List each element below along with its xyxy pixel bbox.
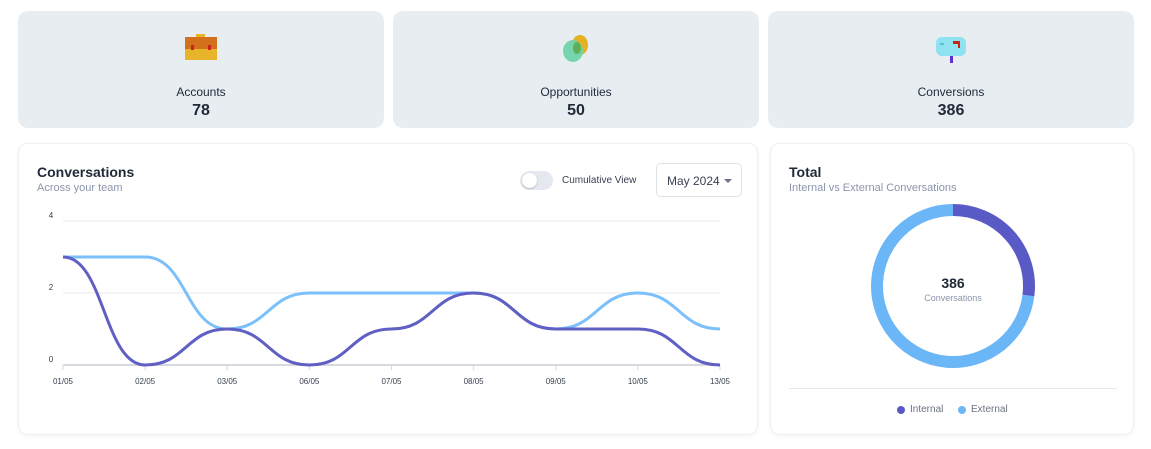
y-tick-label: 2: [49, 283, 54, 292]
stat-card-accounts: Accounts 78: [18, 11, 384, 128]
x-tick-label: 09/05: [546, 377, 567, 386]
chat-bubbles-icon: [563, 35, 588, 62]
divider: [789, 388, 1117, 389]
card-title: Conversations: [37, 164, 135, 180]
x-tick-label: 02/05: [135, 377, 156, 386]
legend-label: Internal: [910, 404, 944, 415]
stat-card-conversions: Conversions 386: [768, 11, 1134, 128]
stat-card-opportunities: Opportunities 50: [393, 11, 759, 128]
stat-label: Accounts: [176, 85, 226, 99]
donut-label: Conversations: [924, 293, 982, 303]
stat-label: Opportunities: [540, 85, 612, 99]
x-tick-label: 07/05: [381, 377, 402, 386]
y-tick-label: 4: [49, 211, 54, 220]
toggle-label: Cumulative View: [562, 175, 637, 186]
briefcase-icon: [185, 34, 217, 60]
x-tick-label: 06/05: [299, 377, 320, 386]
series-line-internal: [62, 255, 721, 367]
line-chart: 0 2 4 01/05 02/05 03/05 06/05 07/05 08/05 09/05 10…: [49, 211, 731, 386]
legend-dot: [897, 405, 905, 414]
legend-external[interactable]: External: [958, 404, 1008, 415]
stat-label: Conversions: [917, 85, 985, 99]
x-tick-label: 03/05: [217, 377, 238, 386]
stat-value: 50: [567, 102, 585, 119]
x-tick-label: 10/05: [628, 377, 649, 386]
legend-dot: [958, 405, 966, 414]
stat-value: 78: [192, 102, 210, 119]
x-tick-label: 13/05: [710, 377, 731, 386]
card-subtitle: Internal vs External Conversations: [789, 182, 957, 194]
period-value: May 2024: [667, 174, 720, 188]
legend-label: External: [971, 404, 1008, 415]
y-tick-label: 0: [49, 355, 54, 364]
donut-chart: [871, 204, 1035, 368]
chevron-down-icon: [724, 179, 732, 183]
stat-value: 386: [937, 102, 965, 119]
mailbox-icon: [936, 37, 966, 63]
conversations-card: Conversations Across your team Cumulativ…: [18, 143, 758, 435]
period-select[interactable]: May 2024: [656, 163, 742, 197]
legend-internal[interactable]: Internal: [897, 404, 943, 415]
donut-slice-external[interactable]: [871, 204, 1035, 368]
card-subtitle: Across your team: [37, 182, 123, 194]
donut-slice-internal[interactable]: [952, 204, 1035, 297]
x-tick-label: 08/05: [464, 377, 485, 386]
total-card: Total Internal vs External Conversations…: [770, 143, 1134, 435]
card-title: Total: [789, 164, 822, 180]
x-tick-label: 01/05: [53, 377, 74, 386]
donut-total: 386: [941, 275, 965, 291]
cumulative-view-toggle[interactable]: [520, 171, 553, 190]
